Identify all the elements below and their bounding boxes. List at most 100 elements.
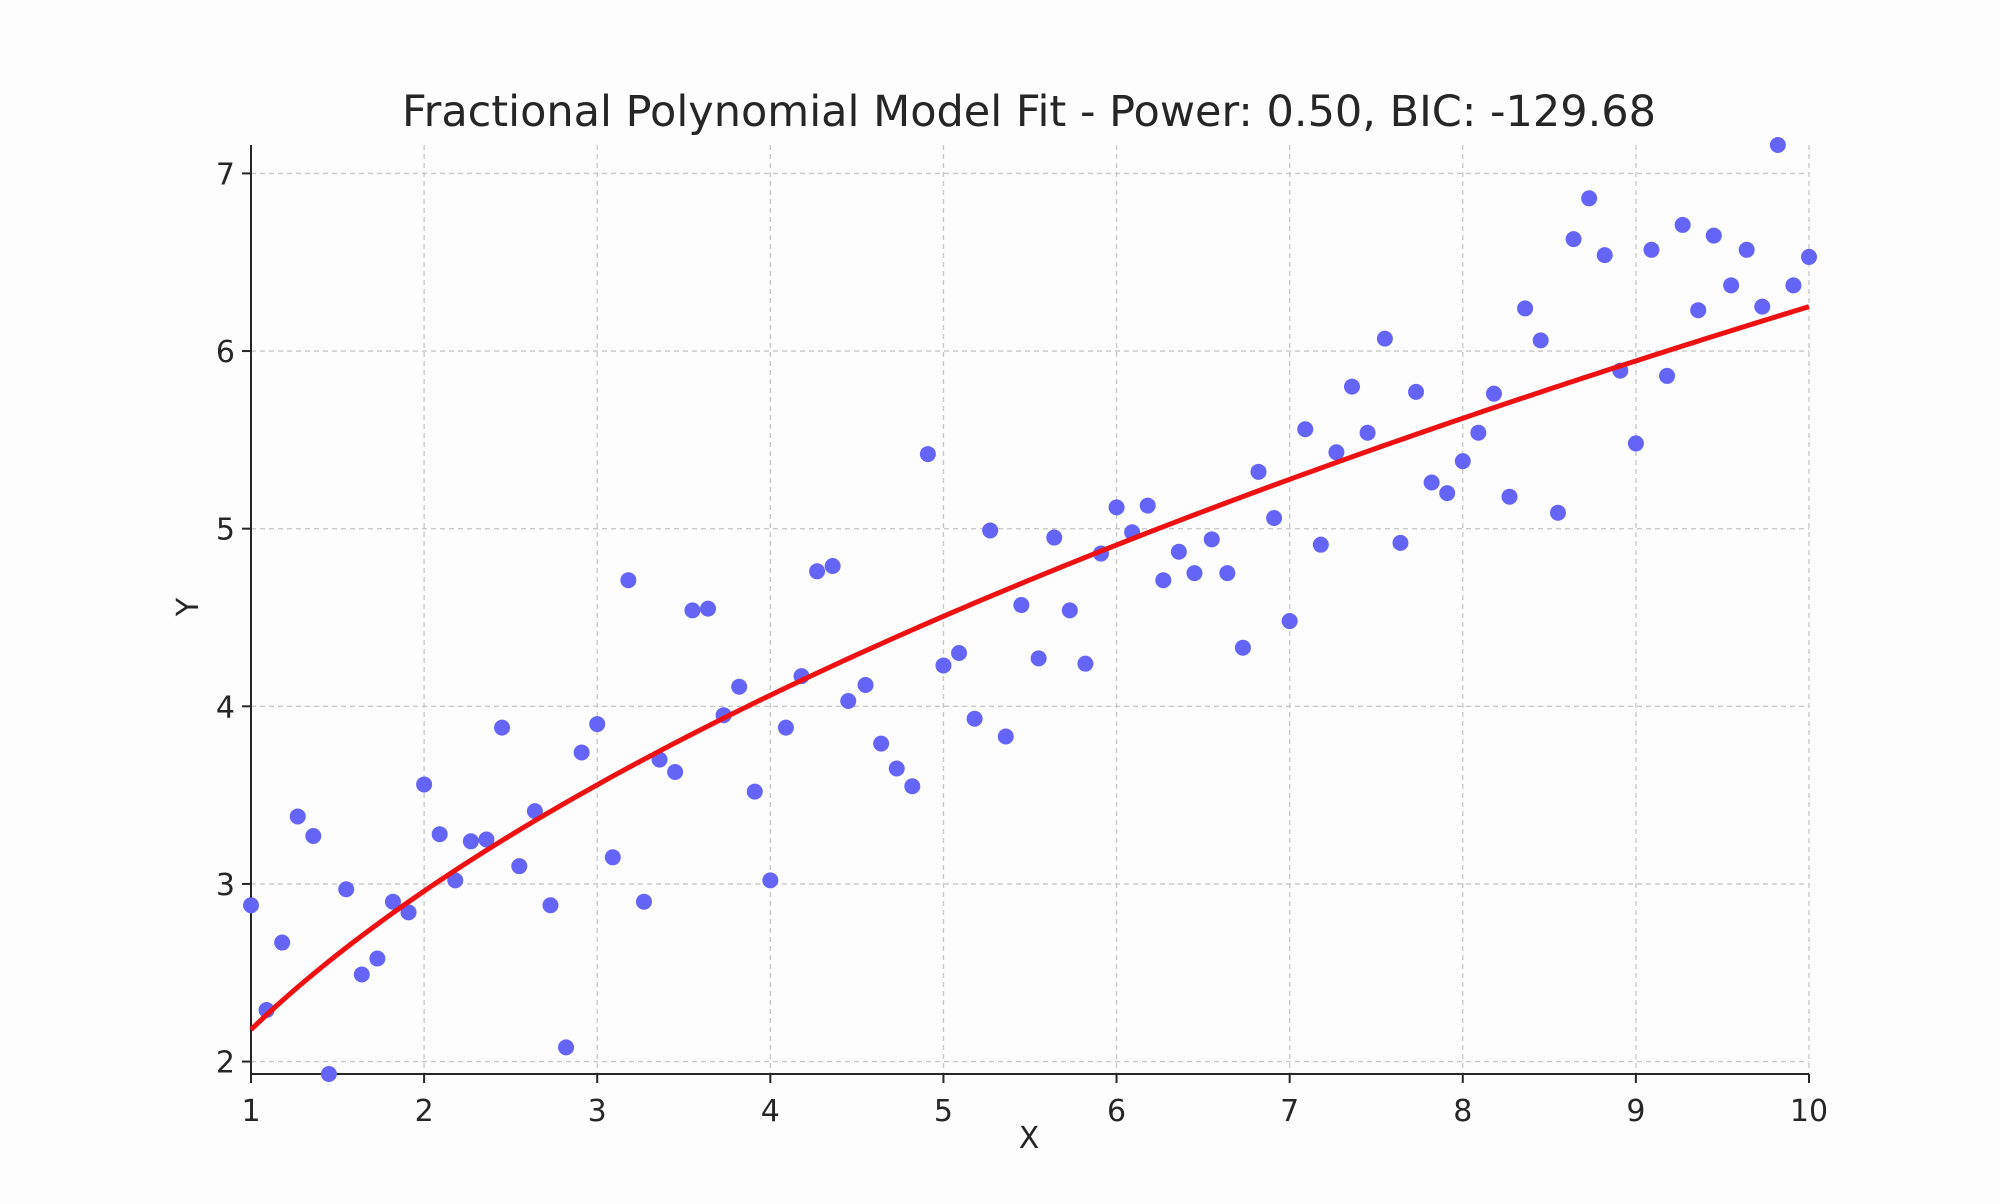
- x-tick-label: 6: [1107, 1094, 1126, 1129]
- chart-title: Fractional Polynomial Model Fit - Power:…: [402, 87, 1656, 137]
- data-point: [873, 735, 890, 752]
- data-point: [573, 744, 590, 761]
- data-point: [700, 600, 717, 617]
- data-point: [1250, 463, 1267, 480]
- x-tick-label: 1: [241, 1094, 260, 1129]
- x-tick-label: 7: [1280, 1094, 1299, 1129]
- data-point: [1565, 231, 1582, 248]
- grid-lines: [250, 145, 1810, 1074]
- data-point: [320, 1066, 337, 1082]
- data-point: [1485, 385, 1502, 402]
- data-point: [1266, 510, 1283, 527]
- x-tick-label: 10: [1790, 1094, 1828, 1129]
- data-point: [1581, 190, 1598, 207]
- y-axis-label: Y: [171, 597, 206, 617]
- data-point: [840, 692, 857, 709]
- data-point: [526, 803, 543, 820]
- data-point: [289, 808, 306, 825]
- data-point: [635, 893, 652, 910]
- data-point: [511, 858, 528, 875]
- data-point: [1046, 529, 1063, 546]
- data-point: [888, 760, 905, 777]
- data-point: [1454, 453, 1471, 470]
- data-point: [1596, 247, 1613, 264]
- data-point: [400, 904, 417, 921]
- data-point: [762, 872, 779, 889]
- data-point: [966, 710, 983, 727]
- data-point: [274, 934, 291, 951]
- data-point: [604, 849, 621, 866]
- data-point: [1439, 485, 1456, 502]
- data-point: [1801, 248, 1817, 265]
- data-point: [982, 522, 999, 539]
- data-point: [1312, 536, 1329, 553]
- y-tick-label: 7: [216, 157, 235, 192]
- data-point: [1408, 383, 1425, 400]
- data-point: [1077, 655, 1094, 672]
- data-point: [558, 1039, 575, 1056]
- x-tick-label: 4: [761, 1094, 780, 1129]
- data-point: [1674, 216, 1691, 233]
- data-point: [447, 872, 464, 889]
- y-tick-label: 4: [216, 690, 235, 725]
- data-point: [1108, 499, 1125, 516]
- data-point: [416, 776, 433, 793]
- data-point: [1643, 241, 1660, 258]
- data-point: [904, 778, 921, 795]
- data-point: [1203, 531, 1220, 548]
- data-point: [1392, 534, 1409, 551]
- x-tick-label: 3: [588, 1094, 607, 1129]
- data-point: [1030, 650, 1047, 667]
- data-point: [1517, 300, 1534, 317]
- data-point: [1359, 424, 1376, 441]
- data-point: [589, 716, 606, 733]
- data-point: [919, 446, 936, 463]
- data-point: [1186, 565, 1203, 582]
- data-point: [1705, 227, 1722, 244]
- data-point: [1376, 330, 1393, 347]
- data-point: [243, 897, 259, 914]
- y-tick-label: 2: [216, 1046, 235, 1081]
- data-point: [746, 783, 763, 800]
- axes: [242, 145, 1810, 1083]
- data-point: [1738, 241, 1755, 258]
- fit-curve-layer: [249, 304, 1810, 1032]
- data-point: [1785, 277, 1802, 294]
- data-point: [1501, 488, 1518, 505]
- data-point: [1723, 277, 1740, 294]
- data-point: [338, 881, 355, 898]
- data-point: [1061, 602, 1078, 619]
- data-point: [305, 827, 322, 844]
- data-point: [1281, 613, 1298, 630]
- data-point: [684, 602, 701, 619]
- fit-curve: [249, 304, 1810, 1032]
- scatter-points: [243, 137, 1817, 1082]
- data-point: [1234, 639, 1251, 656]
- data-point: [1328, 444, 1345, 461]
- data-point: [1013, 597, 1030, 614]
- x-axis-label: X: [1019, 1121, 1040, 1156]
- y-tick-label: 3: [216, 868, 235, 903]
- data-point: [667, 764, 684, 781]
- x-tick-label: 2: [415, 1094, 434, 1129]
- data-point: [809, 563, 826, 580]
- data-point: [1170, 543, 1187, 560]
- x-tick-label: 5: [934, 1094, 953, 1129]
- data-point: [1343, 378, 1360, 395]
- data-point: [935, 657, 952, 674]
- data-point: [1470, 424, 1487, 441]
- data-point: [1659, 367, 1676, 384]
- data-point: [494, 719, 511, 736]
- data-point: [1423, 474, 1440, 491]
- data-point: [1769, 137, 1786, 153]
- y-tick-label: 5: [216, 513, 235, 548]
- data-point: [997, 728, 1014, 745]
- data-point: [384, 893, 401, 910]
- data-point: [1627, 435, 1644, 452]
- x-tick-label: 9: [1626, 1094, 1645, 1129]
- data-point: [1219, 565, 1236, 582]
- data-point: [777, 719, 794, 736]
